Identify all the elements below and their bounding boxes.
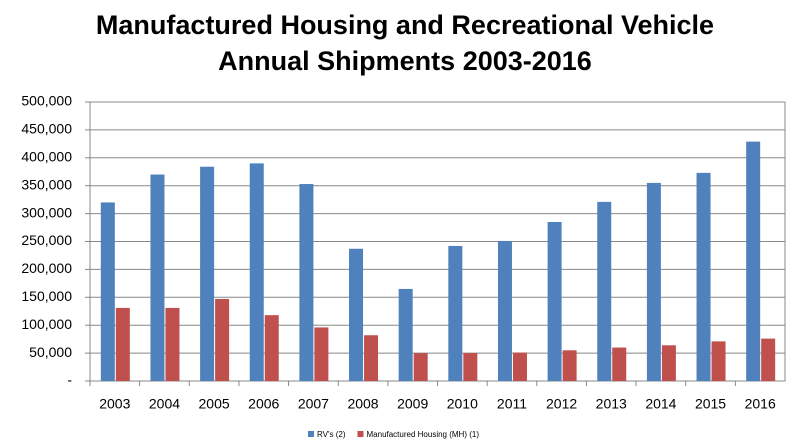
bar [314,327,329,381]
x-tick-label: 2012 [546,396,577,412]
bar [761,338,776,381]
y-tick-label: 100,000 [21,316,72,332]
bar [661,345,676,381]
bar [150,174,165,381]
legend-label: RV's (2) [317,430,346,439]
y-tick-label: 250,000 [21,232,72,248]
bar [696,172,711,381]
x-tick-label: 2005 [199,396,230,412]
bar [746,141,761,381]
y-tick-label: 450,000 [21,121,72,137]
y-tick-label: 500,000 [21,93,72,109]
x-tick-label: 2014 [645,396,676,412]
bar [249,163,264,381]
bar [448,245,463,381]
x-tick-label: 2013 [596,396,627,412]
x-tick-label: 2010 [447,396,478,412]
bar [463,353,478,381]
bar [215,298,230,381]
bar [264,315,279,381]
bar [115,307,130,381]
bar [100,202,115,381]
x-tick-label: 2007 [298,396,329,412]
y-tick-label: 50,000 [29,344,72,360]
x-tick-label: 2004 [149,396,180,412]
bar [612,347,627,381]
y-tick-label: 400,000 [21,149,72,165]
bar [299,184,314,381]
legend-swatch [308,431,314,437]
bar [512,352,527,381]
x-tick-label: 2015 [695,396,726,412]
bar [497,240,512,381]
bar [165,307,180,381]
x-tick-label: 2009 [397,396,428,412]
chart-title: Annual Shipments 2003-2016 [218,46,592,76]
legend-swatch [357,431,364,437]
x-tick-label: 2003 [99,396,130,412]
bar [364,335,379,381]
chart-title: Manufactured Housing and Recreational Ve… [96,10,714,40]
bar [200,166,215,381]
bar [413,353,428,381]
y-tick-label: 300,000 [21,204,72,220]
bar [398,288,413,381]
bar [646,182,661,381]
x-tick-label: 2016 [745,396,776,412]
bar [562,350,577,381]
y-tick-label: 350,000 [21,176,72,192]
legend-label: Manufactured Housing (MH) (1) [367,430,480,439]
x-tick-label: 2011 [497,396,527,412]
y-tick-label: - [67,372,72,388]
bar [349,248,364,381]
y-tick-label: 150,000 [21,288,72,304]
x-tick-label: 2008 [347,396,378,412]
bar [547,221,562,381]
x-tick-label: 2006 [248,396,279,412]
bar [597,201,612,381]
y-tick-label: 200,000 [21,260,72,276]
bar [711,341,726,381]
